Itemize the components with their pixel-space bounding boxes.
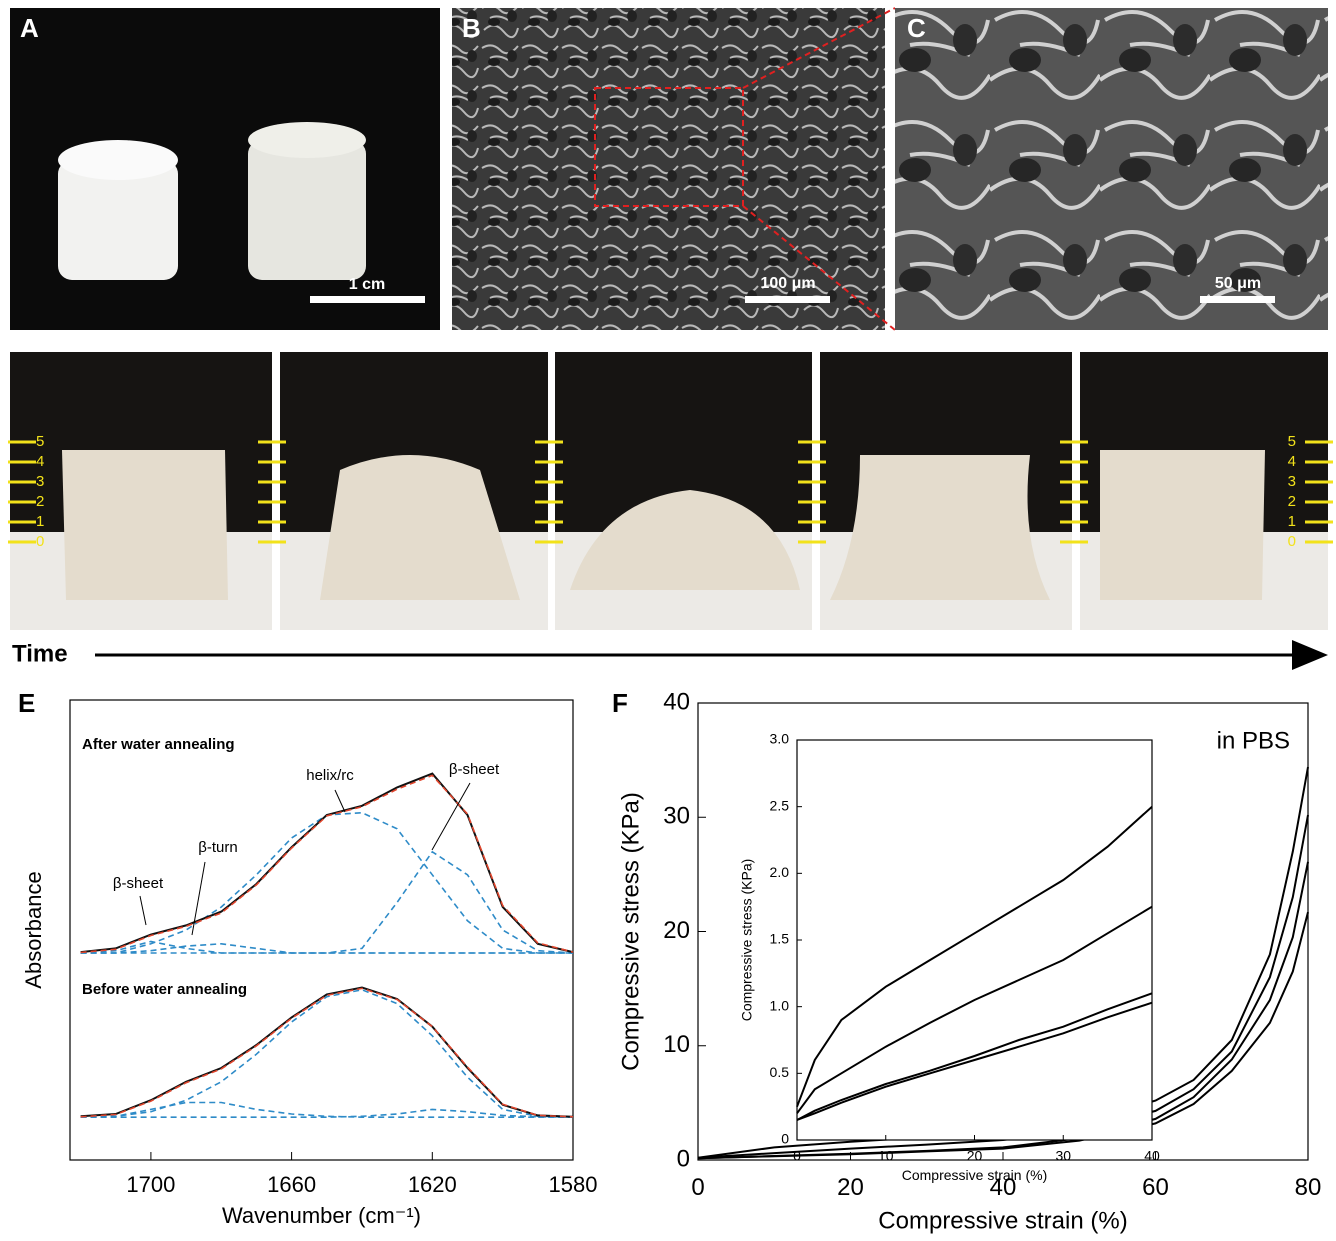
panel-label: B (462, 13, 481, 43)
annotation: in PBS (1217, 727, 1290, 754)
x-tick-label: 0 (793, 1148, 801, 1164)
annotation: β-turn (198, 839, 237, 856)
time-label: Time (12, 640, 68, 667)
ruler-label: 4 (36, 453, 44, 470)
scale-bar (745, 296, 830, 303)
figure: 1 cm A 100 μm B 50 μm C D Time 554433221… (0, 0, 1336, 1241)
annotation: helix/rc (306, 767, 354, 784)
x-tick-label: 1700 (126, 1172, 175, 1197)
sem-image (895, 8, 1328, 330)
x-tick-label: 1620 (408, 1172, 457, 1197)
y-tick-label: 3.0 (770, 731, 790, 747)
y-tick-label: 0 (677, 1145, 690, 1172)
x-tick-label: 0 (691, 1174, 704, 1201)
ruler-label: 3 (36, 473, 44, 490)
y-tick-label: 1.0 (770, 997, 790, 1013)
scaffold-top (248, 122, 366, 158)
annotation: Before water annealing (82, 981, 247, 998)
ruler-label: 2 (1288, 493, 1296, 510)
panel-label: C (907, 13, 926, 43)
x-axis-label: Wavenumber (cm⁻¹) (222, 1203, 421, 1228)
scale-label: 100 μm (760, 275, 815, 292)
x-tick-label: 80 (1295, 1174, 1322, 1201)
y-axis-label: Compressive stress (KPa) (617, 792, 644, 1071)
sem-image (452, 8, 885, 330)
annotation: After water annealing (82, 736, 235, 753)
panel-label: F (612, 688, 628, 718)
ruler-label: 5 (1288, 433, 1296, 450)
ruler-label: 0 (1288, 533, 1296, 550)
x-axis-label: Compressive strain (%) (878, 1208, 1127, 1235)
y-tick-label: 2.5 (770, 797, 790, 813)
scale-label: 50 μm (1215, 275, 1261, 292)
y-axis-label: Compressive stress (KPa) (739, 859, 755, 1022)
x-tick-label: 10 (878, 1148, 894, 1164)
panel-label: A (20, 13, 39, 43)
y-tick-label: 10 (663, 1031, 690, 1058)
y-axis-label: Absorbance (21, 871, 46, 988)
hydrogel (62, 450, 228, 600)
hydrogel (830, 455, 1050, 600)
x-axis-label: Compressive strain (%) (902, 1167, 1047, 1183)
ruler-label: 4 (1288, 453, 1296, 470)
y-tick-label: 20 (663, 917, 690, 944)
y-tick-label: 0 (781, 1131, 789, 1147)
scale-bar (1200, 296, 1275, 303)
ruler-label: 5 (36, 433, 44, 450)
x-tick-label: 30 (1055, 1148, 1071, 1164)
scale-bar (310, 296, 425, 303)
annotation: β-sheet (449, 761, 500, 778)
y-tick-label: 40 (663, 688, 690, 715)
ruler-label: 3 (1288, 473, 1296, 490)
ruler-label: 0 (36, 533, 44, 550)
x-tick-label: 40 (1144, 1148, 1160, 1164)
ruler-label: 2 (36, 493, 44, 510)
x-tick-label: 20 (837, 1174, 864, 1201)
ruler-label: 1 (36, 513, 44, 530)
annotation: β-sheet (113, 875, 164, 892)
y-tick-label: 0.5 (770, 1064, 790, 1080)
x-tick-label: 20 (967, 1148, 983, 1164)
scaffold-wet (248, 140, 366, 280)
y-tick-label: 2.0 (770, 864, 790, 880)
plot-frame (797, 740, 1152, 1140)
y-tick-label: 30 (663, 803, 690, 830)
ruler-label: 1 (1288, 513, 1296, 530)
y-tick-label: 1.5 (770, 931, 790, 947)
x-tick-label: 1580 (549, 1172, 598, 1197)
scale-label: 1 cm (349, 276, 385, 293)
hydrogel (1100, 450, 1265, 600)
x-tick-label: 60 (1142, 1174, 1169, 1201)
scaffold-top (58, 140, 178, 180)
x-tick-label: 1660 (267, 1172, 316, 1197)
panel-label: E (18, 688, 35, 718)
